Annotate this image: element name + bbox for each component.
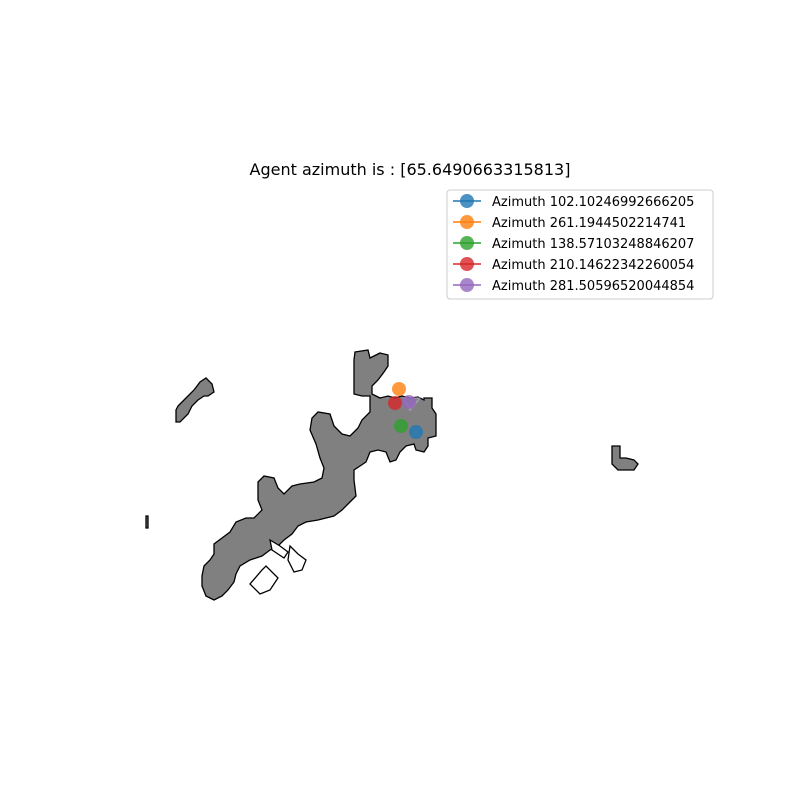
azimuth-point [388,396,402,410]
legend-marker [460,257,474,271]
legend-marker [460,278,474,292]
legend-entry: Azimuth 102.10246992666205 [453,194,694,210]
azimuth-point [402,395,416,409]
legend-entry: Azimuth 261.1944502214741 [453,215,686,231]
map-region-main [201,349,437,601]
map-hole [269,538,289,559]
map-hole [287,544,307,573]
legend-entry: Azimuth 138.57103248846207 [453,236,694,252]
map-region-right [611,445,639,471]
legend-label: Azimuth 261.1944502214741 [492,216,686,231]
map-fragment [145,515,149,529]
legend-frame [446,189,714,300]
azimuth-point [409,425,423,439]
legend-label: Azimuth 138.57103248846207 [492,237,694,252]
legend-label: Azimuth 102.10246992666205 [492,195,694,210]
figure-title: Agent azimuth is : [65.6490663315813] [250,160,571,179]
azimuth-point [392,382,406,396]
legend-marker [460,215,474,229]
azimuth-point [394,419,408,433]
map-region-left [175,377,215,423]
navmesh-map [145,349,639,601]
legend-label: Azimuth 281.50596520044854 [492,279,694,294]
legend-marker [460,236,474,250]
legend-marker [460,194,474,208]
legend: Azimuth 102.10246992666205 Azimuth 261.19… [446,189,714,300]
legend-entry: Azimuth 281.50596520044854 [453,278,694,294]
legend-label: Azimuth 210.14622342260054 [492,258,694,273]
map-hole [249,565,279,595]
legend-entry: Azimuth 210.14622342260054 [453,257,694,273]
azimuth-points [388,382,423,439]
